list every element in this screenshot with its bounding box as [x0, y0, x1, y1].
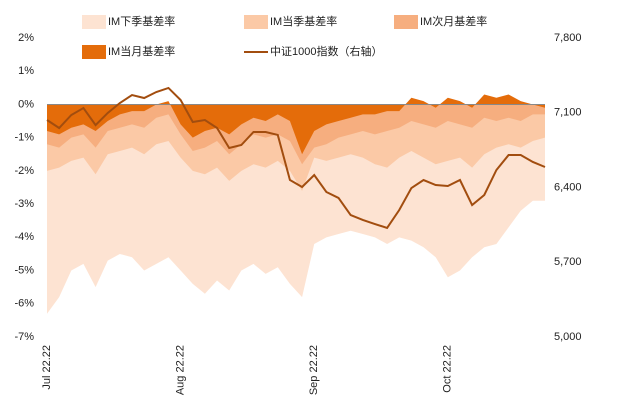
- y-tick-label: -5%: [14, 264, 34, 276]
- y-tick-label: -1%: [14, 132, 34, 144]
- x-tick-label: Jul 22.22: [41, 345, 53, 390]
- legend-label: IM当月基差率: [108, 44, 175, 58]
- y-tick-label: -4%: [14, 231, 34, 243]
- y2-tick-label: 5,700: [554, 256, 582, 268]
- area: [47, 104, 545, 314]
- legend-label: IM次月基差率: [420, 14, 487, 28]
- legend-label: 中证1000指数（右轴）: [270, 44, 382, 58]
- y-tick-label: 1%: [18, 65, 34, 77]
- x-tick-label: Sep 22.22: [308, 345, 320, 395]
- y-tick-label: 2%: [18, 32, 34, 44]
- y-tick-label: -7%: [14, 331, 34, 343]
- legend-label: IM当季基差率: [270, 14, 337, 28]
- legend-swatch: [82, 15, 106, 29]
- legend-swatch: [244, 15, 268, 29]
- x-tick-label: Aug 22.22: [175, 345, 187, 395]
- y-tick-label: -6%: [14, 298, 34, 310]
- y-tick-label: -2%: [14, 165, 34, 177]
- x-tick-label: Oct 22.22: [442, 345, 454, 393]
- y2-tick-label: 6,400: [554, 181, 582, 193]
- legend-swatch: [82, 45, 106, 59]
- legend-label: IM下季基差率: [108, 14, 175, 28]
- y2-tick-label: 7,800: [554, 32, 582, 44]
- y-tick-label: 0%: [18, 98, 34, 110]
- legend-swatch: [394, 15, 418, 29]
- line: [46, 86, 546, 230]
- y2-tick-label: 5,000: [554, 331, 582, 343]
- y2-tick-label: 7,100: [554, 107, 582, 119]
- y-tick-label: -3%: [14, 198, 34, 210]
- area: [47, 94, 545, 155]
